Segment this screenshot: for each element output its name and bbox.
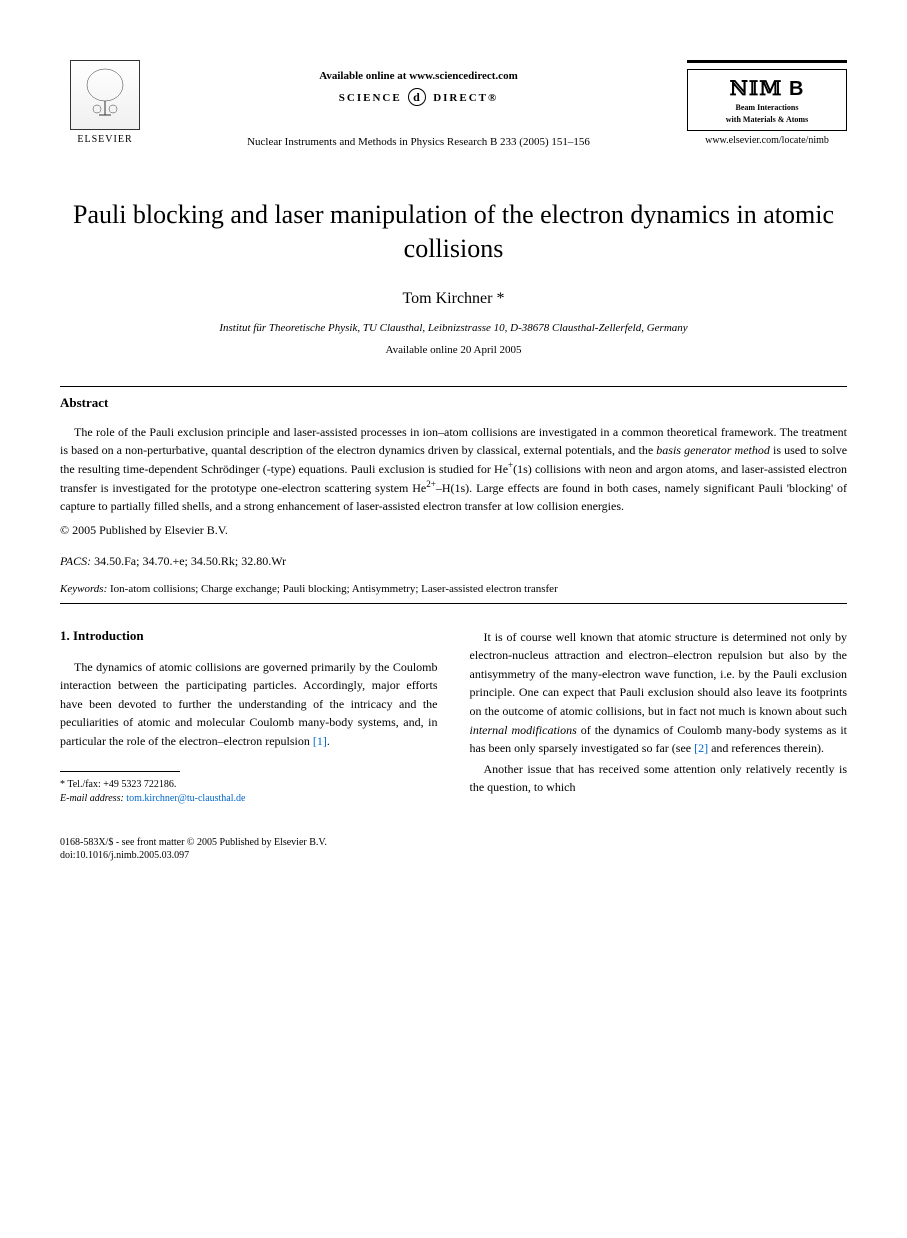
nimb-inner: ℕ𝕀𝕄 B Beam Interactions with Materials &… [687,69,847,131]
body-columns: 1. Introduction The dynamics of atomic c… [60,628,847,806]
pacs-label: PACS: [60,554,91,568]
doi-line: doi:10.1016/j.nimb.2005.03.097 [60,849,847,862]
right-column: It is of course well known that atomic s… [470,628,848,806]
sd-left: SCIENCE [339,92,402,104]
bottom-info: 0168-583X/$ - see front matter © 2005 Pu… [60,836,847,862]
keywords-label: Keywords: [60,583,107,595]
intro-para-right-2: Another issue that has received some att… [470,760,848,797]
intro-para-right-1: It is of course well known that atomic s… [470,628,848,758]
nimb-logo: ℕ𝕀𝕄 B [692,76,842,101]
pacs-line: PACS: 34.50.Fa; 34.70.+e; 34.50.Rk; 32.8… [60,554,847,569]
intro-para-left: The dynamics of atomic collisions are go… [60,658,438,751]
online-date: Available online 20 April 2005 [60,344,847,356]
front-matter-line: 0168-583X/$ - see front matter © 2005 Pu… [60,836,847,849]
divider [60,603,847,604]
paper-title: Pauli blocking and laser manipulation of… [60,198,847,266]
journal-citation: Nuclear Instruments and Methods in Physi… [247,136,590,148]
available-online-text: Available online at www.sciencedirect.co… [319,70,517,82]
pacs-codes: 34.50.Fa; 34.70.+e; 34.50.Rk; 32.80.Wr [94,554,286,568]
nimb-url: www.elsevier.com/locate/nimb [687,135,847,146]
ref-link-2[interactable]: [2] [694,741,708,755]
ref-link-1[interactable]: [1] [313,734,327,748]
elsevier-logo: ELSEVIER [60,60,150,145]
sd-at-icon: d [408,88,426,106]
author: Tom Kirchner * [60,290,847,308]
footnote-email-line: E-mail address: tom.kirchner@tu-claustha… [60,792,438,806]
abstract-heading: Abstract [60,395,847,411]
nimb-sub1: Beam Interactions [692,103,842,113]
elsevier-tree-icon [70,60,140,130]
header-row: ELSEVIER Available online at www.science… [60,60,847,148]
keywords-text: Ion-atom collisions; Charge exchange; Pa… [110,583,558,595]
left-column: 1. Introduction The dynamics of atomic c… [60,628,438,806]
nimb-sub2: with Materials & Atoms [692,115,842,125]
sd-right: DIRECT® [433,92,498,104]
elsevier-text: ELSEVIER [77,134,132,145]
email-link[interactable]: tom.kirchner@tu-clausthal.de [126,793,245,804]
sciencedirect-logo: SCIENCE d DIRECT® [339,88,498,106]
footnote-tel: * Tel./fax: +49 5323 722186. [60,778,438,792]
divider [60,386,847,387]
footnote-separator [60,771,180,772]
copyright: © 2005 Published by Elsevier B.V. [60,523,847,538]
center-header: Available online at www.sciencedirect.co… [150,60,687,148]
nimb-top-line [687,60,847,63]
abstract-text: The role of the Pauli exclusion principl… [60,423,847,515]
nimb-box: ℕ𝕀𝕄 B Beam Interactions with Materials &… [687,60,847,146]
affiliation: Institut für Theoretische Physik, TU Cla… [60,322,847,334]
keywords-line: Keywords: Ion-atom collisions; Charge ex… [60,583,847,595]
section1-heading: 1. Introduction [60,628,438,644]
footnote-email-label: E-mail address: [60,793,124,804]
